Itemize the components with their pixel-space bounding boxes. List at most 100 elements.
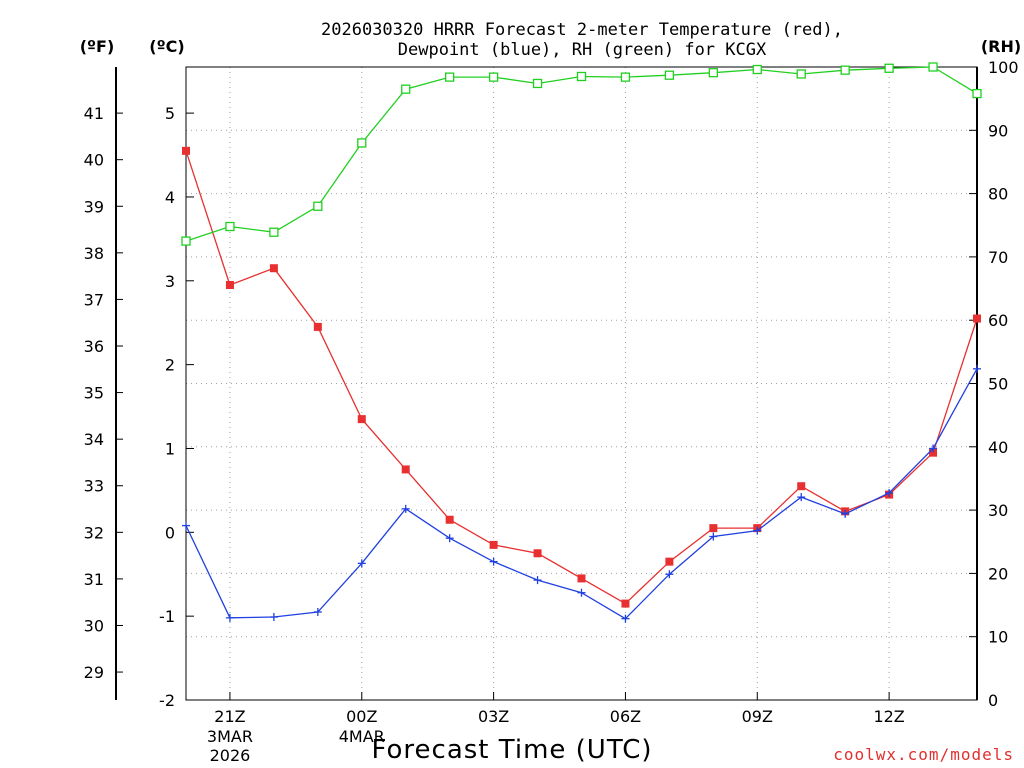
temperature-point	[533, 549, 542, 558]
grid-lines	[186, 67, 977, 700]
temperature-point	[797, 482, 806, 491]
x-tick-label: 03Z	[478, 707, 509, 726]
fahrenheit-tick-label: 32	[84, 523, 104, 542]
fahrenheit-tick-label: 33	[84, 477, 104, 496]
temperature-point	[357, 415, 366, 424]
rh-tick-label: 70	[988, 248, 1008, 267]
temperature-point	[225, 280, 234, 289]
rh-tick-label: 100	[988, 58, 1019, 77]
celsius-tick-label: -1	[159, 607, 175, 626]
rh-point	[401, 84, 411, 94]
x-tick-label: 12Z	[873, 707, 904, 726]
series-layer	[181, 62, 982, 623]
fahrenheit-unit-label: (ºF)	[80, 37, 115, 56]
rh-tick-label: 90	[988, 121, 1008, 140]
fahrenheit-tick-label: 38	[84, 244, 104, 263]
credit-text: coolwx.com/models	[833, 745, 1014, 764]
rh-point	[972, 88, 982, 99]
celsius-tick-label: 5	[165, 104, 175, 123]
celsius-tick-label: 3	[165, 272, 175, 291]
rh-tick-label: 60	[988, 311, 1008, 330]
temperature-point	[973, 314, 981, 323]
celsius-unit-label: (ºC)	[149, 37, 184, 56]
dewpoint-point	[753, 526, 762, 535]
fahrenheit-tick-label: 31	[84, 570, 104, 589]
fahrenheit-tick-label: 41	[84, 104, 104, 123]
rh-unit-label: (RH)	[981, 37, 1021, 56]
dewpoint-point	[182, 521, 190, 530]
temperature-point	[577, 574, 586, 583]
rh-point	[620, 72, 631, 82]
rh-point	[796, 69, 806, 79]
celsius-tick-label: 1	[165, 439, 175, 458]
fahrenheit-tick-label: 39	[84, 197, 104, 216]
temperature-point	[445, 515, 454, 524]
dewpoint-point	[269, 612, 278, 621]
rh-tick-label: 80	[988, 185, 1008, 204]
temperature-point	[182, 146, 190, 155]
rh-tick-label: 0	[988, 691, 998, 710]
rh-tick-label: 10	[988, 628, 1008, 647]
rh-point	[708, 68, 718, 78]
dewpoint-point	[401, 504, 410, 513]
fahrenheit-tick-label: 34	[84, 430, 104, 449]
rh-point	[752, 64, 762, 75]
rh-point	[532, 78, 543, 89]
dewpoint-point	[577, 588, 586, 597]
rh-point	[181, 236, 191, 246]
dewpoint-point	[313, 607, 322, 616]
dewpoint-point	[445, 534, 454, 543]
dewpoint-point	[797, 493, 806, 502]
rh-point	[884, 63, 894, 73]
temperature-point	[401, 465, 410, 474]
temperature-point	[709, 524, 718, 533]
rh-point	[357, 138, 367, 148]
rh-point	[313, 201, 323, 211]
fahrenheit-tick-label: 36	[84, 337, 104, 356]
dewpoint-point	[841, 509, 850, 518]
fahrenheit-tick-label: 35	[84, 384, 104, 403]
temperature-point	[269, 264, 278, 273]
dewpoint-point	[709, 532, 718, 541]
dewpoint-point	[225, 613, 234, 622]
temperature-point	[665, 557, 674, 566]
dewpoint-point	[885, 488, 894, 497]
fahrenheit-tick-label: 30	[84, 616, 104, 635]
rh-point	[225, 221, 235, 232]
fahrenheit-tick-label: 29	[84, 663, 104, 682]
x-tick-sublabel: 2026	[210, 746, 251, 765]
rh-point	[488, 72, 499, 82]
dewpoint-point	[621, 614, 630, 623]
chart-title-line-1: 2026030320 HRRR Forecast 2-meter Tempera…	[321, 20, 843, 40]
rh-tick-label: 30	[988, 501, 1008, 520]
fahrenheit-tick-label: 40	[84, 151, 104, 170]
x-tick-label: 21Z	[214, 707, 245, 726]
dewpoint-point	[665, 570, 674, 579]
celsius-tick-label: 4	[165, 188, 175, 207]
x-tick-label: 09Z	[742, 707, 773, 726]
x-tick-label: 00Z	[346, 707, 377, 726]
rh-line	[185, 66, 978, 242]
rh-point	[269, 227, 279, 237]
rh-point	[445, 72, 455, 82]
x-tick-sublabel: 4MAR	[339, 727, 385, 746]
rh-point	[664, 70, 675, 80]
dewpoint-point	[489, 557, 498, 566]
axes: -2-1012345293031323334353637383940410102…	[84, 58, 1019, 765]
rh-tick-label: 40	[988, 438, 1008, 457]
temperature-point	[489, 540, 498, 549]
rh-point	[840, 65, 850, 75]
temperature-point	[929, 448, 938, 457]
temperature-point	[313, 322, 322, 331]
dewpoint-point	[973, 364, 981, 373]
rh-point	[576, 71, 587, 82]
x-tick-label: 06Z	[610, 707, 641, 726]
rh-tick-label: 50	[988, 375, 1008, 394]
temperature-line	[185, 150, 978, 605]
x-tick-sublabel: 3MAR	[207, 727, 253, 746]
dewpoint-point	[357, 559, 366, 568]
dewpoint-point	[929, 444, 938, 453]
fahrenheit-tick-label: 37	[84, 290, 104, 309]
temperature-point	[621, 599, 630, 608]
